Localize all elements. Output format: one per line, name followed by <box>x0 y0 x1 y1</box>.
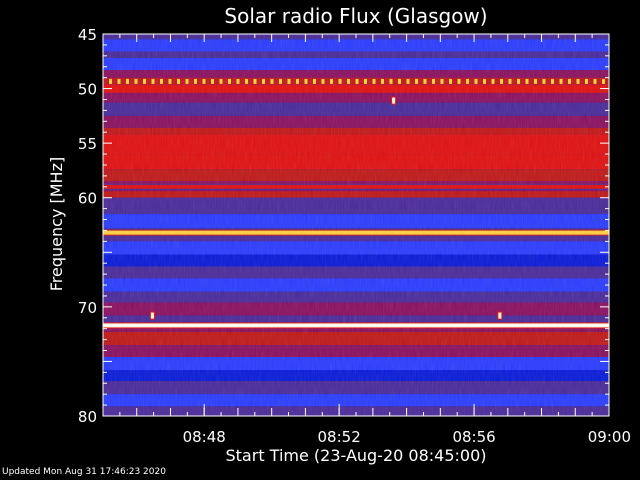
y-tick-label: 45 <box>78 26 97 44</box>
x-axis-label: Start Time (23-Aug-20 08:45:00) <box>226 446 487 465</box>
x-tick-label: 08:56 <box>452 428 495 446</box>
y-tick-label: 70 <box>78 299 97 317</box>
axes: 45 50 55 60 70 80 08:48 08:52 08:56 09:00 <box>78 26 631 446</box>
y-tick-label: 60 <box>78 190 97 208</box>
y-tick-label: 55 <box>78 135 97 153</box>
y-axis-label: Frequency [MHz] <box>47 157 66 291</box>
y-tick-label: 80 <box>78 408 97 426</box>
y-tick-label: 50 <box>78 81 97 99</box>
chart-title: Solar radio Flux (Glasgow) <box>224 4 487 28</box>
x-tick-label: 08:48 <box>183 428 226 446</box>
x-tick-label: 08:52 <box>318 428 361 446</box>
x-tick-label: 09:00 <box>588 428 631 446</box>
noise-texture <box>103 34 609 416</box>
updated-timestamp: Updated Mon Aug 31 17:46:23 2020 <box>2 467 166 477</box>
